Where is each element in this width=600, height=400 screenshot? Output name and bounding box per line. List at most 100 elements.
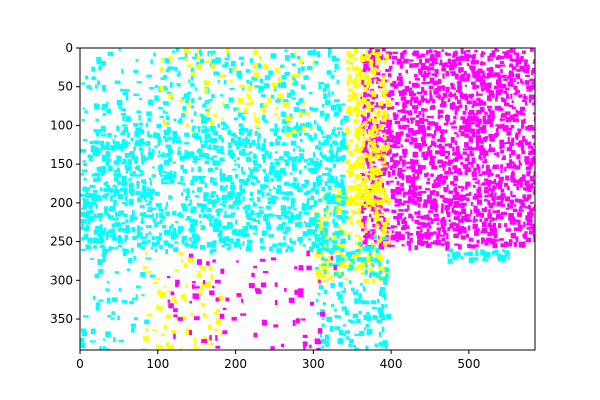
heatmap-cell-cyan <box>297 157 302 163</box>
heatmap-cell-magenta <box>487 95 492 101</box>
heatmap-cell-magenta <box>533 81 535 87</box>
heatmap-cell-cyan <box>204 139 208 145</box>
heatmap-cell-cyan <box>335 223 339 227</box>
heatmap-cell-cyan <box>375 248 380 253</box>
heatmap-cell-yellow <box>319 225 324 232</box>
heatmap-cell-magenta <box>368 126 374 130</box>
heatmap-cell-magenta <box>431 183 438 189</box>
heatmap-cell-yellow <box>363 121 368 126</box>
heatmap-cell-yellow <box>181 315 187 320</box>
heatmap-cell-magenta <box>474 50 478 53</box>
heatmap-cell-cyan <box>101 252 106 258</box>
heatmap-cell-cyan <box>120 108 126 112</box>
heatmap-cell-cyan <box>290 212 294 216</box>
heatmap-cell-magenta <box>519 229 522 232</box>
heatmap-cell-yellow <box>381 226 387 231</box>
heatmap-cell-cyan <box>341 145 348 150</box>
heatmap-cell-magenta <box>421 66 427 70</box>
heatmap-cell-yellow <box>164 324 167 329</box>
heatmap-cell-cyan <box>181 213 184 218</box>
heatmap-cell-cyan <box>324 83 330 89</box>
heatmap-cell-cyan <box>276 226 279 231</box>
heatmap-cell-yellow <box>180 347 183 350</box>
heatmap-cell-cyan <box>87 237 93 244</box>
heatmap-cell-cyan <box>134 142 141 146</box>
heatmap-cell-magenta <box>489 67 494 73</box>
heatmap-cell-magenta <box>425 151 430 157</box>
heatmap-cell-cyan <box>318 84 321 90</box>
heatmap-cell-yellow <box>370 140 373 145</box>
heatmap-cell-cyan <box>340 238 346 244</box>
heatmap-cell-magenta <box>530 183 534 189</box>
heatmap-cell-yellow <box>386 198 392 205</box>
heatmap-cell-cyan <box>333 271 339 277</box>
heatmap-cell-cyan <box>117 237 123 244</box>
heatmap-cell-cyan <box>347 268 353 271</box>
heatmap-cell-cyan <box>303 132 307 136</box>
heatmap-cell-magenta <box>435 176 440 182</box>
heatmap-cell-cyan <box>323 258 328 261</box>
heatmap-cell-cyan <box>245 204 249 207</box>
heatmap-cell-magenta <box>531 212 534 217</box>
heatmap-cell-cyan <box>240 141 243 147</box>
heatmap-cell-yellow <box>369 151 373 158</box>
heatmap-cell-cyan <box>210 94 215 99</box>
heatmap-cell-magenta <box>500 69 503 74</box>
heatmap-cell-magenta <box>443 122 449 126</box>
heatmap-cell-magenta <box>392 140 397 144</box>
heatmap-cell-cyan <box>193 246 198 249</box>
heatmap-cell-cyan <box>193 222 198 227</box>
heatmap-cell-yellow <box>363 192 369 198</box>
heatmap-cell-cyan <box>352 344 357 348</box>
heatmap-cell-magenta <box>519 206 523 210</box>
heatmap-cell-magenta <box>360 150 367 153</box>
heatmap-cell-magenta <box>417 173 420 179</box>
heatmap-cell-yellow <box>277 116 280 120</box>
heatmap-cell-cyan <box>363 314 368 321</box>
heatmap-cell-yellow <box>316 275 320 279</box>
heatmap-cell-cyan <box>211 50 216 55</box>
heatmap-cell-magenta <box>483 76 490 79</box>
heatmap-cell-magenta <box>394 120 401 125</box>
heatmap-cell-yellow <box>172 296 176 302</box>
heatmap-cell-cyan <box>277 82 281 88</box>
heatmap-cell-magenta <box>454 95 458 100</box>
x-tick-label: 300 <box>302 357 325 371</box>
heatmap-cell-cyan <box>298 156 305 160</box>
heatmap-cell-magenta <box>395 102 399 106</box>
heatmap-cell-magenta <box>396 215 400 222</box>
heatmap-cell-magenta <box>528 86 532 90</box>
heatmap-cell-cyan <box>199 139 203 144</box>
heatmap-cell-cyan <box>136 285 141 289</box>
heatmap-cell-magenta <box>401 61 404 66</box>
heatmap-cell-yellow <box>371 278 376 283</box>
heatmap-cell-yellow <box>381 197 384 204</box>
heatmap-cell-magenta <box>431 134 436 139</box>
heatmap-cell-cyan <box>162 101 169 106</box>
heatmap-cell-magenta <box>384 166 387 173</box>
heatmap-cell-cyan <box>189 199 192 206</box>
heatmap-cell-yellow <box>359 250 363 253</box>
heatmap-cell-magenta <box>467 116 474 122</box>
heatmap-cell-magenta <box>480 53 484 58</box>
heatmap-cell-cyan <box>122 178 127 182</box>
heatmap-cell-magenta <box>468 95 472 98</box>
heatmap-cell-cyan <box>321 244 324 248</box>
heatmap-cell-cyan <box>107 187 114 193</box>
heatmap-cell-cyan <box>139 231 143 237</box>
heatmap-cell-magenta <box>476 91 479 97</box>
heatmap-cell-magenta <box>516 75 520 80</box>
heatmap-cell-yellow <box>384 133 387 138</box>
heatmap-cell-magenta <box>476 135 482 140</box>
heatmap-cell-cyan <box>275 172 281 178</box>
heatmap-cell-magenta <box>466 219 472 222</box>
heatmap-cell-magenta <box>458 68 463 72</box>
heatmap-cell-yellow <box>214 328 218 331</box>
heatmap-cell-cyan <box>329 187 332 191</box>
heatmap-cell-cyan <box>370 271 376 277</box>
heatmap-cell-cyan <box>191 119 194 123</box>
heatmap-cell-magenta <box>441 203 444 210</box>
heatmap-cell-yellow <box>338 199 343 204</box>
heatmap-cell-cyan <box>343 115 349 122</box>
heatmap-cell-magenta <box>422 112 425 118</box>
